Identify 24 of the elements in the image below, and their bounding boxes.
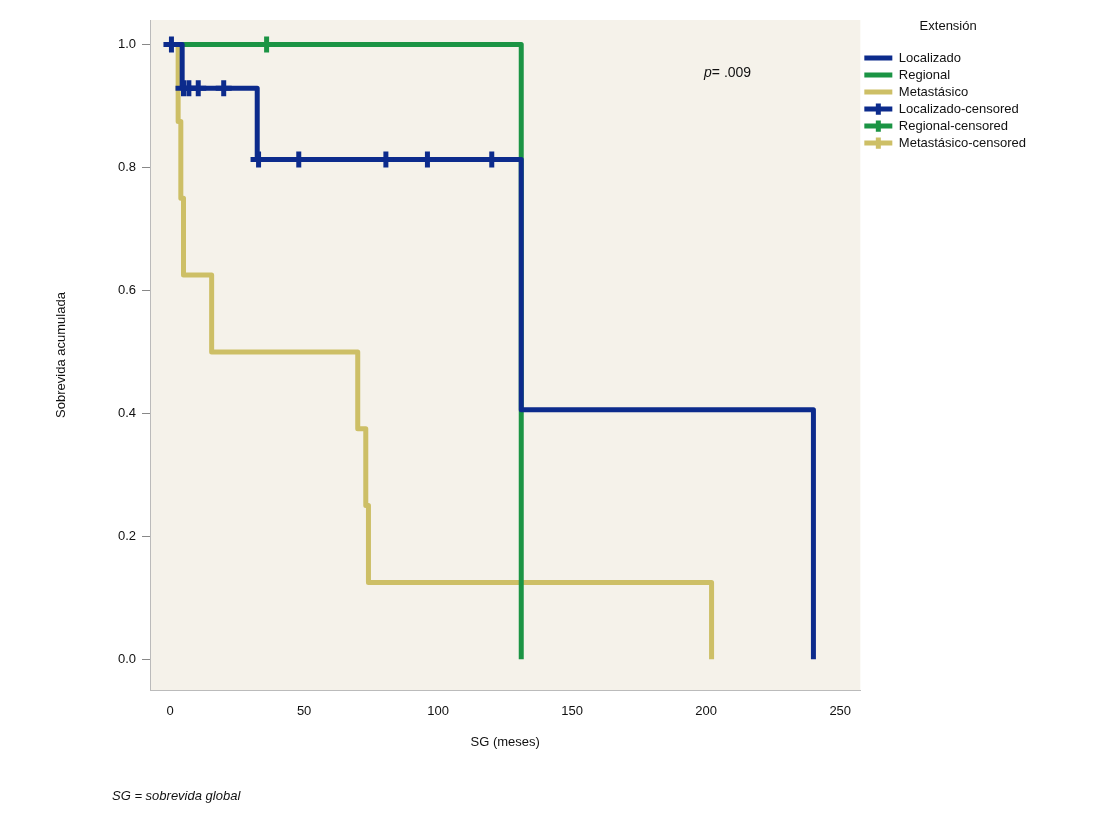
x-tick-label: 100 [427,703,449,719]
x-tick-label: 150 [561,703,584,719]
y-tick-label: 0.4 [117,404,136,420]
legend-label: Localizado [898,49,961,65]
annotation: p= .009 [703,64,752,81]
point [213,77,235,99]
y-tick-label: 0.0 [117,650,136,666]
text: SG = sobrevida global [112,788,241,803]
x-tick-label: 200 [695,703,718,719]
legend-label: Regional-censored [898,117,1008,133]
y-tick-label: 0.2 [117,527,136,543]
x-tick-label: 0 [166,703,174,719]
x-tick-label: 50 [296,703,312,719]
legend-label: Metastásico [898,83,969,99]
y-axis-title: Sobrevida acumulada [53,291,69,418]
x-tick-label: 250 [829,703,852,719]
legend-title: Extensión [919,18,977,34]
x-axis-title: SG (meses) [470,733,540,749]
legend-label: Localizado-censored [898,100,1019,116]
legend-label: Regional [898,66,951,82]
y-tick-label: 0.8 [117,159,136,175]
legend-label: Metastásico-censored [898,134,1026,150]
y-tick-label: 1.0 [117,36,136,52]
y-tick-label: 0.6 [117,282,136,298]
